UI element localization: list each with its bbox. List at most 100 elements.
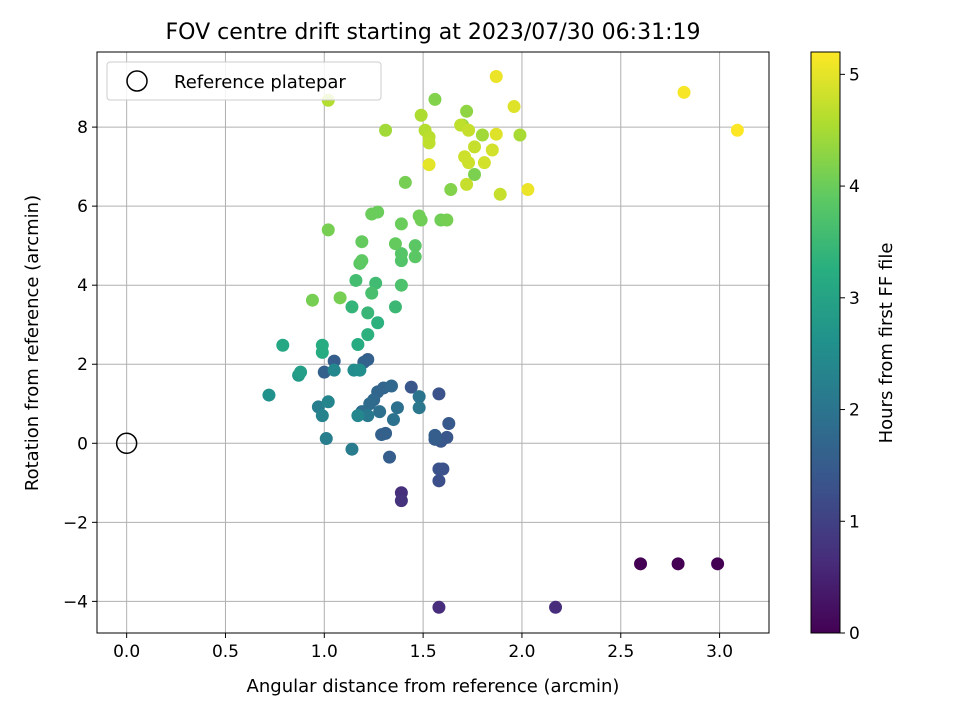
scatter-point — [353, 363, 367, 377]
scatter-point — [404, 380, 418, 394]
x-tick-label: 2.0 — [508, 642, 535, 662]
scatter-point — [369, 276, 383, 290]
scatter-point — [730, 123, 744, 137]
scatter-point — [414, 213, 428, 227]
colorbar-tick-label: 3 — [849, 289, 860, 309]
scatter-point — [468, 168, 482, 182]
scatter-point — [276, 338, 290, 352]
scatter-point — [388, 237, 402, 251]
scatter-point — [475, 128, 489, 142]
scatter-point — [394, 217, 408, 231]
scatter-point — [462, 156, 476, 170]
scatter-point — [394, 247, 408, 261]
colorbar-tick-label: 0 — [849, 624, 860, 644]
y-tick-label: 6 — [77, 197, 88, 217]
colorbar-gradient — [810, 51, 841, 634]
scatter-point — [371, 316, 385, 330]
scatter-point — [371, 205, 385, 219]
scatter-point — [262, 388, 276, 402]
scatter-point — [361, 306, 375, 320]
scatter-point — [394, 278, 408, 292]
scatter-point — [432, 387, 446, 401]
legend-entry: Reference platepar — [174, 72, 346, 93]
scatter-point — [428, 428, 442, 442]
scatter-point — [414, 108, 428, 122]
scatter-point — [351, 409, 365, 423]
scatter-point — [321, 223, 335, 237]
y-tick-label: 4 — [77, 276, 88, 296]
legend: Reference platepar — [106, 61, 382, 101]
scatter-point — [432, 474, 446, 488]
scatter-point — [432, 600, 446, 614]
x-tick-label: 1.0 — [311, 642, 338, 662]
plot-frame — [96, 51, 770, 634]
legend-marker-icon — [126, 70, 148, 92]
scatter-point — [351, 337, 365, 351]
legend-box — [106, 61, 382, 101]
scatter-point — [361, 328, 375, 342]
scatter-point — [388, 300, 402, 314]
scatter-point — [349, 273, 363, 287]
x-tick-label: 0.0 — [113, 642, 140, 662]
scatter-point — [440, 430, 454, 444]
scatter-point — [390, 401, 404, 415]
scatter-point — [408, 250, 422, 264]
scatter-point — [436, 462, 450, 476]
scatter-point — [315, 409, 329, 423]
scatter-point — [513, 128, 527, 142]
scatter-point — [422, 158, 436, 172]
scatter-point — [373, 405, 387, 419]
scatter-point — [333, 291, 347, 305]
scatter-point — [460, 177, 474, 191]
scatter-points — [262, 70, 744, 614]
y-axis-ticks: −4 −2 0 2 4 6 8 — [63, 118, 97, 612]
x-tick-label: 1.5 — [410, 642, 437, 662]
scatter-point — [384, 379, 398, 393]
scatter-point — [386, 413, 400, 427]
scatter-point — [549, 600, 563, 614]
scatter-point — [379, 426, 393, 440]
scatter-point — [319, 432, 333, 446]
y-tick-label: 2 — [77, 355, 88, 375]
scatter-point — [361, 409, 375, 423]
scatter-point — [365, 286, 379, 300]
scatter-point — [327, 354, 341, 368]
scatter-point — [408, 239, 422, 253]
scatter-point — [327, 363, 341, 377]
scatter-point — [671, 557, 685, 571]
scatter-point — [317, 365, 331, 379]
scatter-point — [394, 494, 408, 508]
colorbar-ticks: 0 1 2 3 4 5 — [840, 65, 860, 644]
x-tick-label: 2.5 — [607, 642, 634, 662]
scatter-point — [422, 136, 436, 150]
scatter-point — [412, 401, 426, 415]
y-tick-label: 8 — [77, 118, 88, 138]
scatter-point — [315, 345, 329, 359]
scatter-point — [345, 442, 359, 456]
scatter-point — [428, 92, 442, 106]
scatter-point — [305, 293, 319, 307]
y-tick-label: 0 — [77, 434, 88, 454]
scatter-point — [468, 140, 482, 154]
scatter-point — [383, 450, 397, 464]
colorbar-tick-label: 5 — [849, 65, 860, 85]
grid-lines — [97, 52, 769, 633]
scatter-point — [493, 187, 507, 201]
scatter-point — [355, 235, 369, 249]
chart-title: FOV centre drift starting at 2023/07/30 … — [166, 20, 701, 45]
scatter-point — [363, 397, 377, 411]
scatter-point — [440, 213, 454, 227]
colorbar-tick-label: 4 — [849, 177, 860, 197]
scatter-point — [398, 175, 412, 189]
scatter-point — [444, 183, 458, 197]
x-tick-label: 3.0 — [706, 642, 733, 662]
scatter-point — [379, 123, 393, 137]
colorbar-label: Hours from first FF file — [876, 243, 897, 444]
scatter-point — [412, 390, 426, 404]
scatter-point — [485, 143, 499, 157]
scatter-point — [345, 300, 359, 314]
reference-platepar-marker — [115, 432, 138, 455]
scatter-point — [442, 417, 456, 431]
y-tick-label: −2 — [63, 513, 88, 533]
